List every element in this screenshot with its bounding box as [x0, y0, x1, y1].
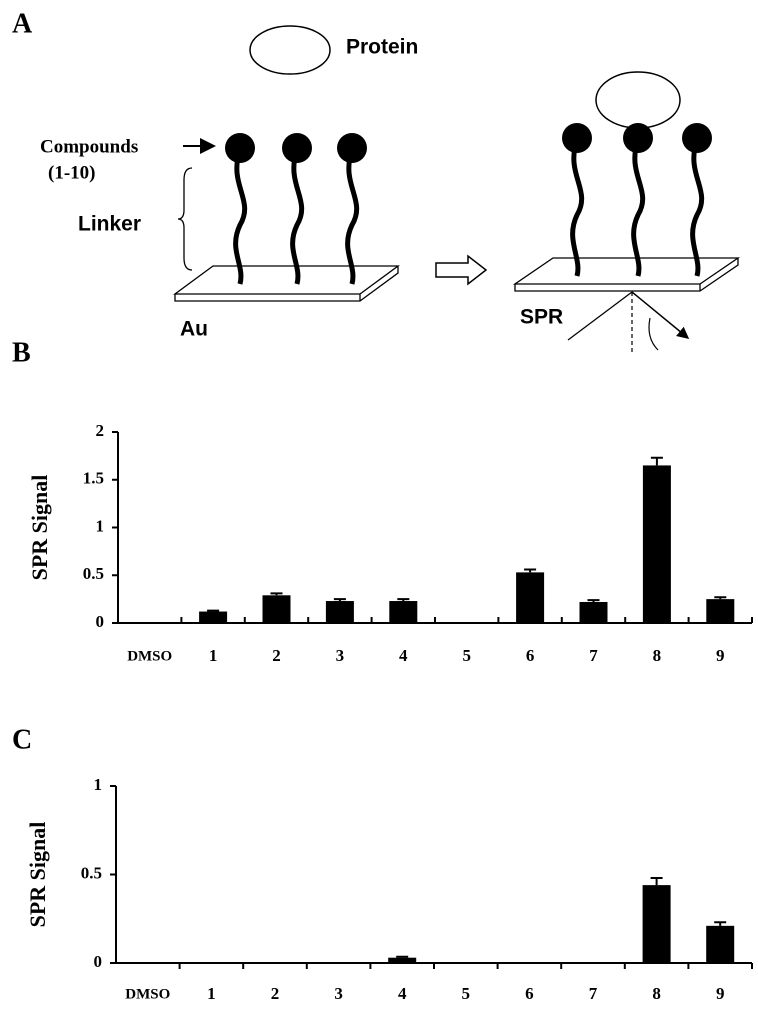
bar: [262, 595, 291, 623]
x-tick-label: 9: [716, 646, 725, 665]
x-tick-label: 2: [272, 646, 281, 665]
error-bar: [650, 877, 663, 886]
y-tick-label: 0: [96, 612, 105, 631]
x-tick-label: 7: [589, 646, 598, 665]
y-tick-label: 0.5: [81, 863, 102, 882]
x-tick-label: 4: [398, 984, 407, 1003]
y-axis-label: SPR Signal: [27, 475, 52, 581]
linker-label: Linker: [78, 213, 141, 236]
x-tick-label: 6: [525, 984, 534, 1003]
bar: [706, 925, 735, 963]
bar: [199, 611, 228, 623]
x-tick-label: 3: [336, 646, 345, 665]
linkers: [233, 149, 360, 285]
x-tick-label: 2: [271, 984, 280, 1003]
y-tick-label: 1.5: [83, 469, 104, 488]
error-bar: [333, 598, 346, 602]
y-tick-label: 1: [96, 516, 105, 535]
x-tick-label: 4: [399, 646, 408, 665]
bound-protein: [595, 71, 681, 129]
error-bar: [524, 568, 537, 573]
error-bar: [650, 456, 663, 466]
bar: [642, 885, 671, 963]
error-bar: [714, 921, 727, 926]
bar: [516, 572, 545, 623]
charts: B SPR Signal 0 0.5 1 1.5 2 DMSO 1 2 3 4 5 6 7 8 9 C SPR Si…: [12, 337, 753, 1003]
protein-label: Protein: [346, 36, 418, 59]
x-tick-label: 1: [207, 984, 216, 1003]
x-tick-label: 5: [462, 646, 471, 665]
compounds-label: Compounds: [40, 136, 138, 157]
error-bar: [270, 592, 283, 596]
error-bar: [397, 598, 410, 602]
x-tick-label: 5: [462, 984, 471, 1003]
bar: [642, 465, 671, 623]
bar: [706, 599, 735, 623]
compounds-range: (1-10): [48, 162, 95, 183]
y-tick-label: 1: [94, 775, 103, 794]
x-tick-label: 7: [589, 984, 598, 1003]
incident-beam: [567, 291, 633, 341]
linkers-bound: [570, 139, 705, 277]
compound-heads: [225, 133, 367, 163]
au-label: Au: [180, 318, 208, 341]
y-tick-label: 2: [96, 421, 105, 440]
protein: [249, 25, 331, 75]
panel-label: B: [12, 337, 31, 368]
panel-label: C: [12, 724, 32, 755]
x-tick-label: DMSO: [125, 986, 170, 1002]
y-axis-label: SPR Signal: [25, 822, 50, 928]
bar: [325, 601, 354, 623]
x-tick-label: 6: [526, 646, 535, 665]
error-bar: [714, 596, 727, 600]
error-bar: [207, 609, 220, 612]
angle-arc: [648, 317, 659, 351]
error-bar: [396, 955, 409, 958]
bar: [388, 957, 417, 963]
error-bar: [587, 599, 600, 602]
compound-heads-bound: [562, 123, 712, 153]
y-tick-label: 0: [94, 952, 103, 971]
spr-label: SPR: [520, 306, 563, 329]
x-tick-label: 8: [653, 646, 662, 665]
bar: [579, 601, 608, 623]
panel-label: A: [12, 8, 33, 39]
reflected-beam: [631, 291, 690, 339]
bar: [389, 601, 418, 623]
hollow-arrow: [435, 254, 488, 286]
y-tick-label: 0.5: [83, 564, 104, 583]
diagram: A Protein Compounds (1-10) Linker Au: [12, 8, 741, 355]
x-tick-label: 8: [652, 984, 661, 1003]
brace: [177, 167, 193, 271]
gold-plate: [173, 265, 400, 302]
x-tick-label: 3: [334, 984, 343, 1003]
sensor-plate: [512, 257, 741, 292]
x-tick-label: DMSO: [127, 648, 172, 664]
x-tick-label: 9: [716, 984, 725, 1003]
x-tick-label: 1: [209, 646, 218, 665]
